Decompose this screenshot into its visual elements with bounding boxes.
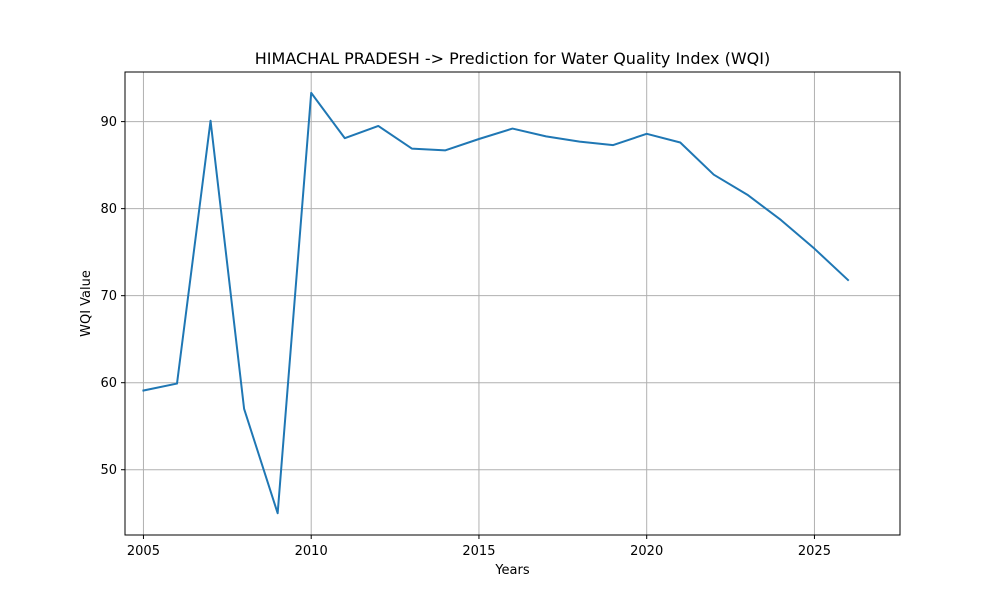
y-tick-label: 80	[100, 202, 117, 217]
x-tick-label: 2015	[462, 544, 495, 559]
grid-lines	[125, 72, 900, 535]
x-axis-label: Years	[494, 563, 530, 578]
plot-area	[125, 72, 900, 535]
series-layer	[142, 91, 850, 515]
y-tick-label: 60	[100, 376, 117, 391]
x-tick-label: 2025	[798, 544, 831, 559]
y-tick-label: 70	[100, 289, 117, 304]
y-tick-label: 90	[100, 115, 117, 130]
plot-frame	[124, 71, 901, 536]
y-axis-label: WQI Value	[79, 270, 94, 337]
x-tick-label: 2010	[295, 544, 328, 559]
x-tick-label: 2020	[630, 544, 663, 559]
chart-title: HIMACHAL PRADESH -> Prediction for Water…	[255, 49, 770, 68]
axis-ticks: 2005 2010 2015 2020 2025 50 60 70 80 90	[100, 115, 831, 559]
wqi-series-line	[142, 91, 850, 515]
y-tick-label: 50	[100, 463, 117, 478]
x-tick-label: 2005	[127, 544, 160, 559]
